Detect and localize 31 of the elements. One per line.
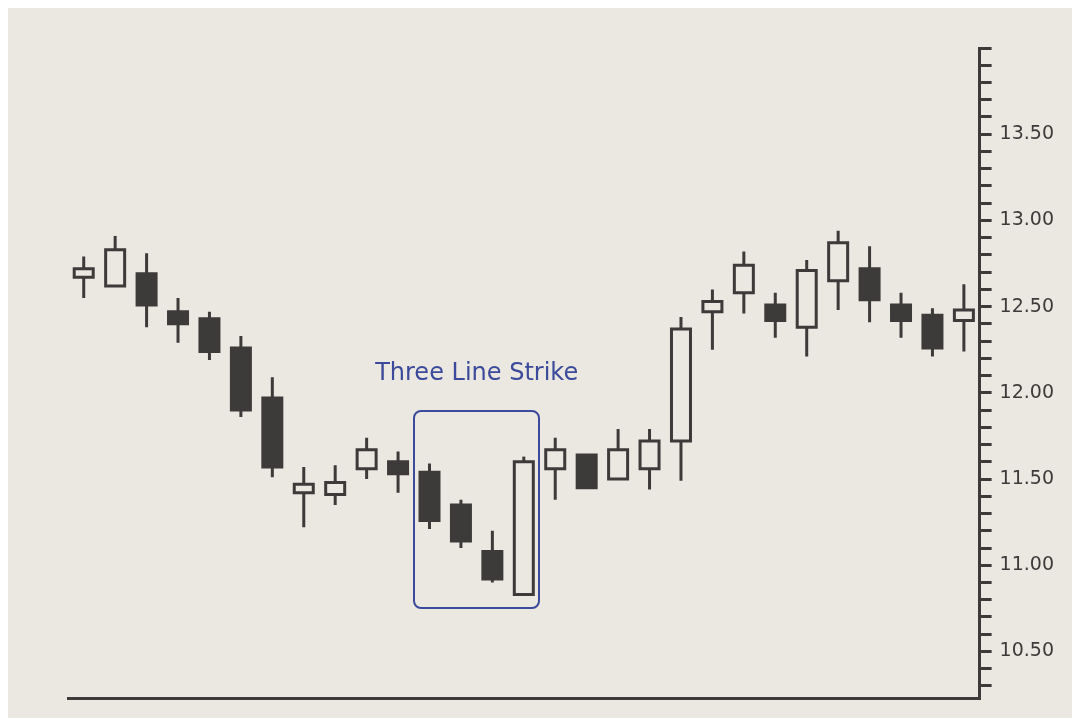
candlestick <box>72 256 95 298</box>
candlestick <box>481 530 504 583</box>
candlestick <box>544 437 567 500</box>
candlestick <box>292 466 315 528</box>
y-tick-label: 11.50 <box>999 465 1055 488</box>
candlestick <box>575 453 598 490</box>
candlestick <box>669 316 692 481</box>
candlestick <box>607 429 630 481</box>
candlestick <box>795 260 818 357</box>
candlestick <box>229 335 252 417</box>
candlestick <box>355 437 378 480</box>
annotation: Three Line Strike <box>374 358 579 387</box>
candlestick <box>952 284 975 352</box>
y-tick-label: 12.50 <box>999 293 1055 316</box>
candlestick <box>858 246 881 323</box>
candlestick <box>261 377 284 478</box>
candlestick <box>764 292 787 338</box>
candlestick <box>827 230 850 311</box>
candlestick <box>638 429 661 490</box>
candlestick <box>701 289 724 350</box>
candlestick <box>890 292 913 338</box>
y-tick-label: 10.50 <box>999 638 1055 661</box>
y-tick-label: 12.00 <box>999 379 1055 402</box>
y-tick-label: 13.50 <box>999 121 1055 144</box>
candlestick <box>387 451 410 493</box>
candlestick <box>167 298 190 343</box>
y-tick-label: 11.00 <box>999 552 1055 575</box>
candlestick <box>732 251 755 314</box>
candlestick <box>135 253 158 328</box>
y-tick-label: 13.00 <box>999 207 1055 230</box>
candlestick <box>324 465 347 505</box>
